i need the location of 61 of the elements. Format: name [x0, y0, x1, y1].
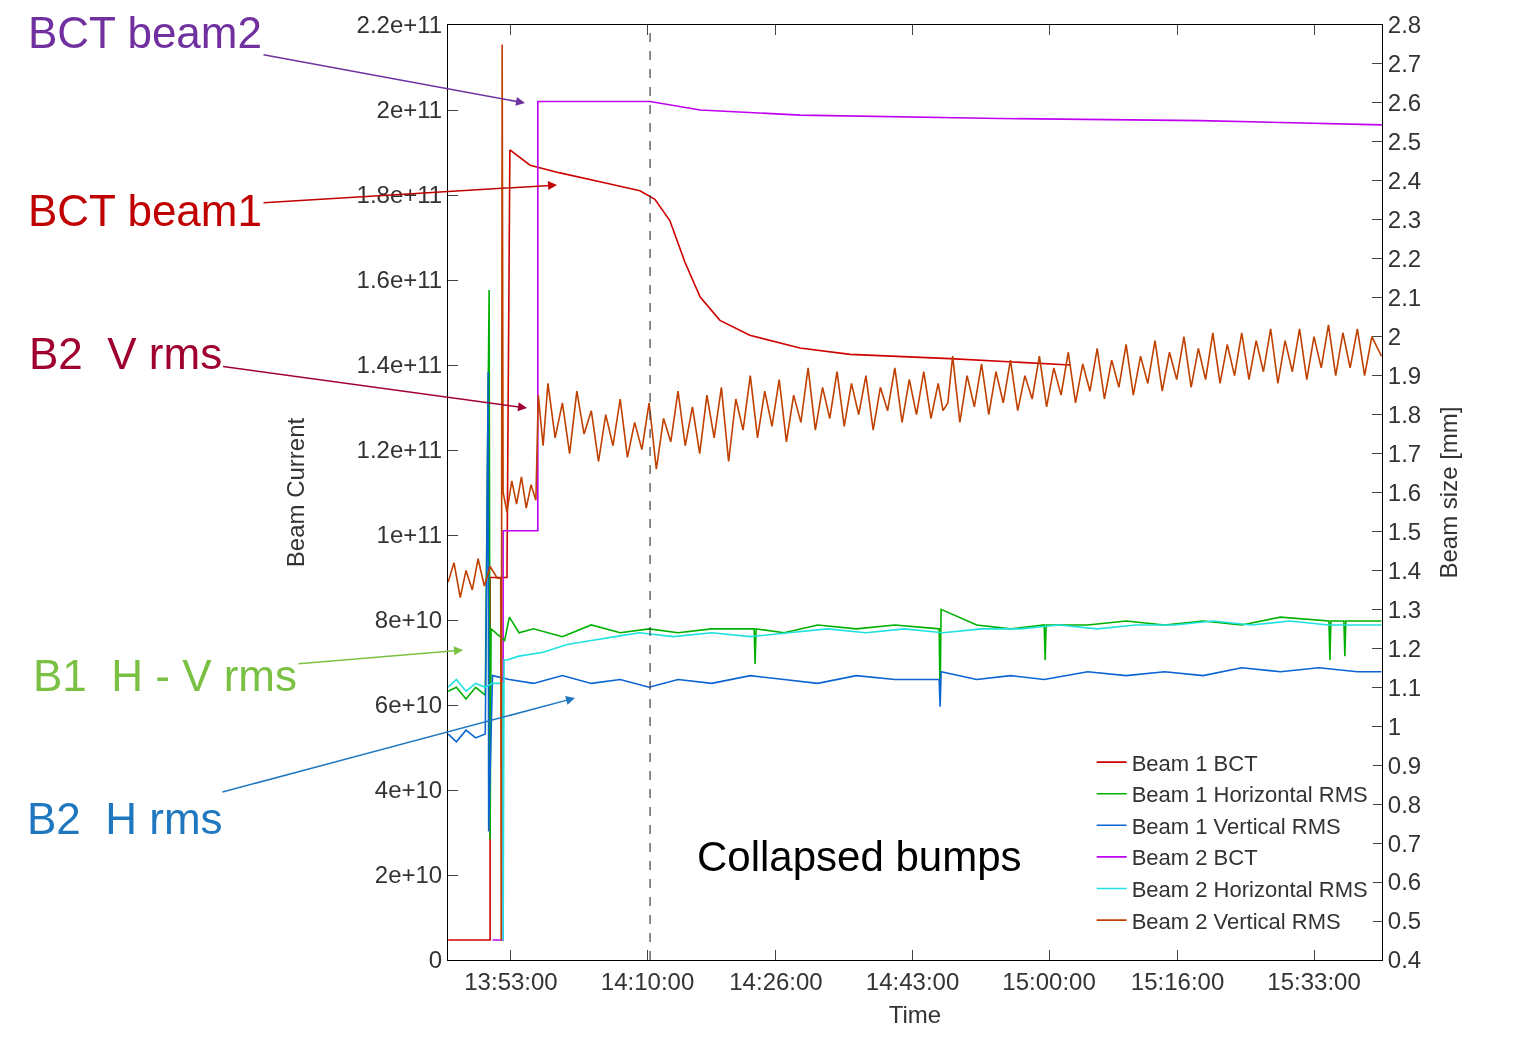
y-tick-label: 6e+10: [374, 691, 443, 719]
y2-tick-label: 2.6: [1387, 89, 1422, 117]
text: BCT beam1: [28, 186, 262, 235]
legend-label: Beam 2 Horizontal RMS: [1131, 877, 1368, 903]
y2-tick-label: 2: [1387, 323, 1402, 351]
y-tick-label: 2e+10: [374, 861, 443, 889]
text: B1 H - V rms: [33, 651, 298, 700]
y2-tick-label: 1.6: [1387, 478, 1422, 506]
y-tick-label: 1.4e+11: [356, 351, 443, 379]
y2-tick-label: 1.2: [1387, 634, 1422, 662]
y2-tick-label: 1.5: [1387, 517, 1422, 545]
y-tick-label: 4e+10: [374, 776, 443, 804]
annotation: Collapsed bumps: [697, 833, 1022, 880]
y-tick-label: 2.2e+11: [356, 11, 443, 39]
y2-tick-label: 0.7: [1387, 829, 1422, 857]
x-tick-label: 14:26:00: [729, 967, 823, 995]
legend-label: Beam 2 BCT: [1131, 845, 1258, 871]
y-tick-label: 1.2e+11: [356, 436, 443, 464]
x-tick-label: 14:43:00: [865, 967, 960, 995]
text: B2 V rms: [29, 329, 223, 378]
y-axis-title: Beam Current: [281, 417, 309, 568]
x-tick-label: 15:33:00: [1267, 967, 1361, 995]
y2-tick-label: 2.4: [1387, 167, 1422, 195]
y2-tick-label: 1.9: [1387, 362, 1422, 390]
line-series: [448, 289, 1382, 841]
y2-tick-label: 1.4: [1387, 556, 1422, 584]
legend-label: Beam 1 Horizontal RMS: [1131, 782, 1368, 808]
legend-label: Beam 1 BCT: [1131, 750, 1258, 776]
y2-tick-label: 1.3: [1387, 595, 1422, 623]
legend-label: Beam 1 Vertical RMS: [1131, 813, 1341, 839]
y2-tick-label: 1: [1387, 712, 1402, 740]
legend-label: Beam 2 Vertical RMS: [1131, 908, 1341, 934]
x-tick-label: 15:16:00: [1130, 967, 1225, 995]
y2-tick-label: 2.5: [1387, 128, 1422, 156]
line-series: [448, 620, 1382, 942]
y-tick-label: 1.6e+11: [356, 266, 443, 294]
x-tick-label: 14:10:00: [600, 967, 695, 995]
y2-tick-label: 0.5: [1387, 907, 1422, 935]
y2-tick-label: 2.1: [1387, 284, 1422, 312]
y2-tick-label: 2.7: [1387, 50, 1422, 78]
y2-tick-label: 0.9: [1387, 751, 1422, 779]
y-tick-label: 8e+10: [374, 606, 443, 634]
y-tick-label: 0: [428, 946, 443, 974]
y-tick-label: 2e+11: [376, 96, 443, 124]
y2-tick-label: 0.4: [1387, 946, 1422, 974]
x-axis-title: Time: [888, 1001, 942, 1029]
y2-axis-title: Beam size [mm]: [1435, 406, 1463, 579]
y2-tick-label: 1.7: [1387, 439, 1422, 467]
y2-tick-label: 2.3: [1387, 206, 1422, 234]
y2-tick-label: 1.8: [1387, 400, 1422, 428]
y2-tick-label: 1.1: [1387, 673, 1422, 701]
y2-tick-label: 2.8: [1387, 11, 1422, 39]
y2-tick-label: 0.8: [1387, 790, 1422, 818]
y2-tick-label: 0.6: [1387, 868, 1422, 896]
x-tick-label: 15:00:00: [1002, 967, 1096, 995]
text: B2 H rms: [27, 794, 223, 843]
y-tick-label: 1e+11: [376, 521, 443, 549]
text: BCT beam2: [28, 8, 262, 57]
y2-tick-label: 2.2: [1387, 245, 1422, 273]
line-series: [448, 370, 1382, 833]
x-tick-label: 13:53:00: [464, 967, 558, 995]
